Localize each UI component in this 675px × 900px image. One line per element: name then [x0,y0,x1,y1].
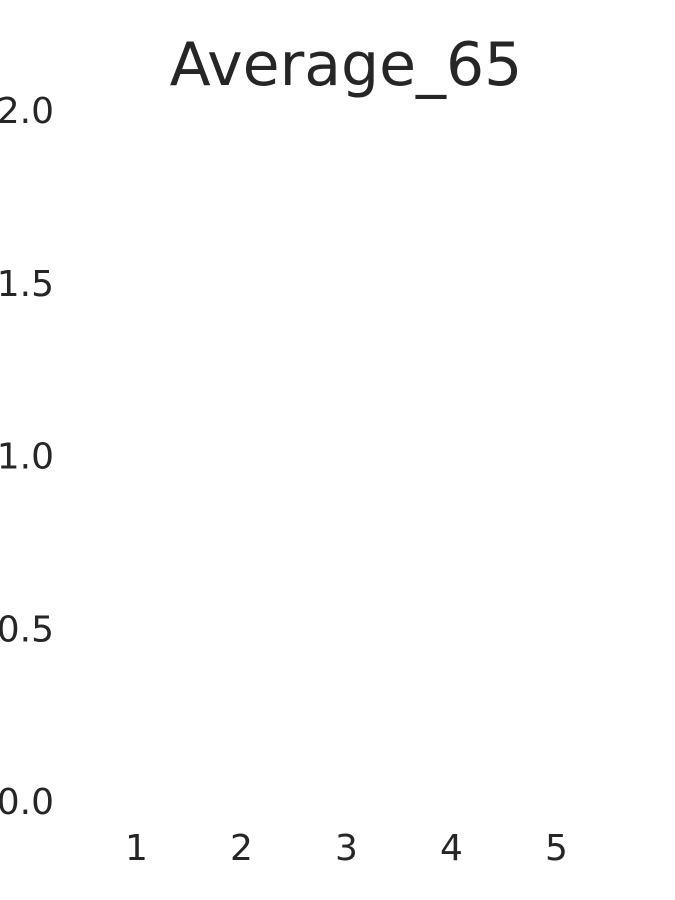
y-tick-label: 1.5 [0,264,54,305]
y-tick-label: 2.0 [0,91,54,132]
y-tick-label: 0.0 [0,782,54,823]
chart-title: Average_65 [170,30,523,100]
y-axis-ticks: 0.0 0.5 1.0 1.5 2.0 [0,91,54,823]
y-tick-label: 1.0 [0,437,54,478]
x-tick-label: 4 [440,828,463,869]
x-axis-ticks: 1 2 3 4 5 [125,828,568,869]
x-tick-label: 3 [335,828,358,869]
x-tick-label: 1 [125,828,148,869]
y-tick-label: 0.5 [0,609,54,650]
x-tick-label: 5 [545,828,568,869]
x-tick-label: 2 [230,828,253,869]
